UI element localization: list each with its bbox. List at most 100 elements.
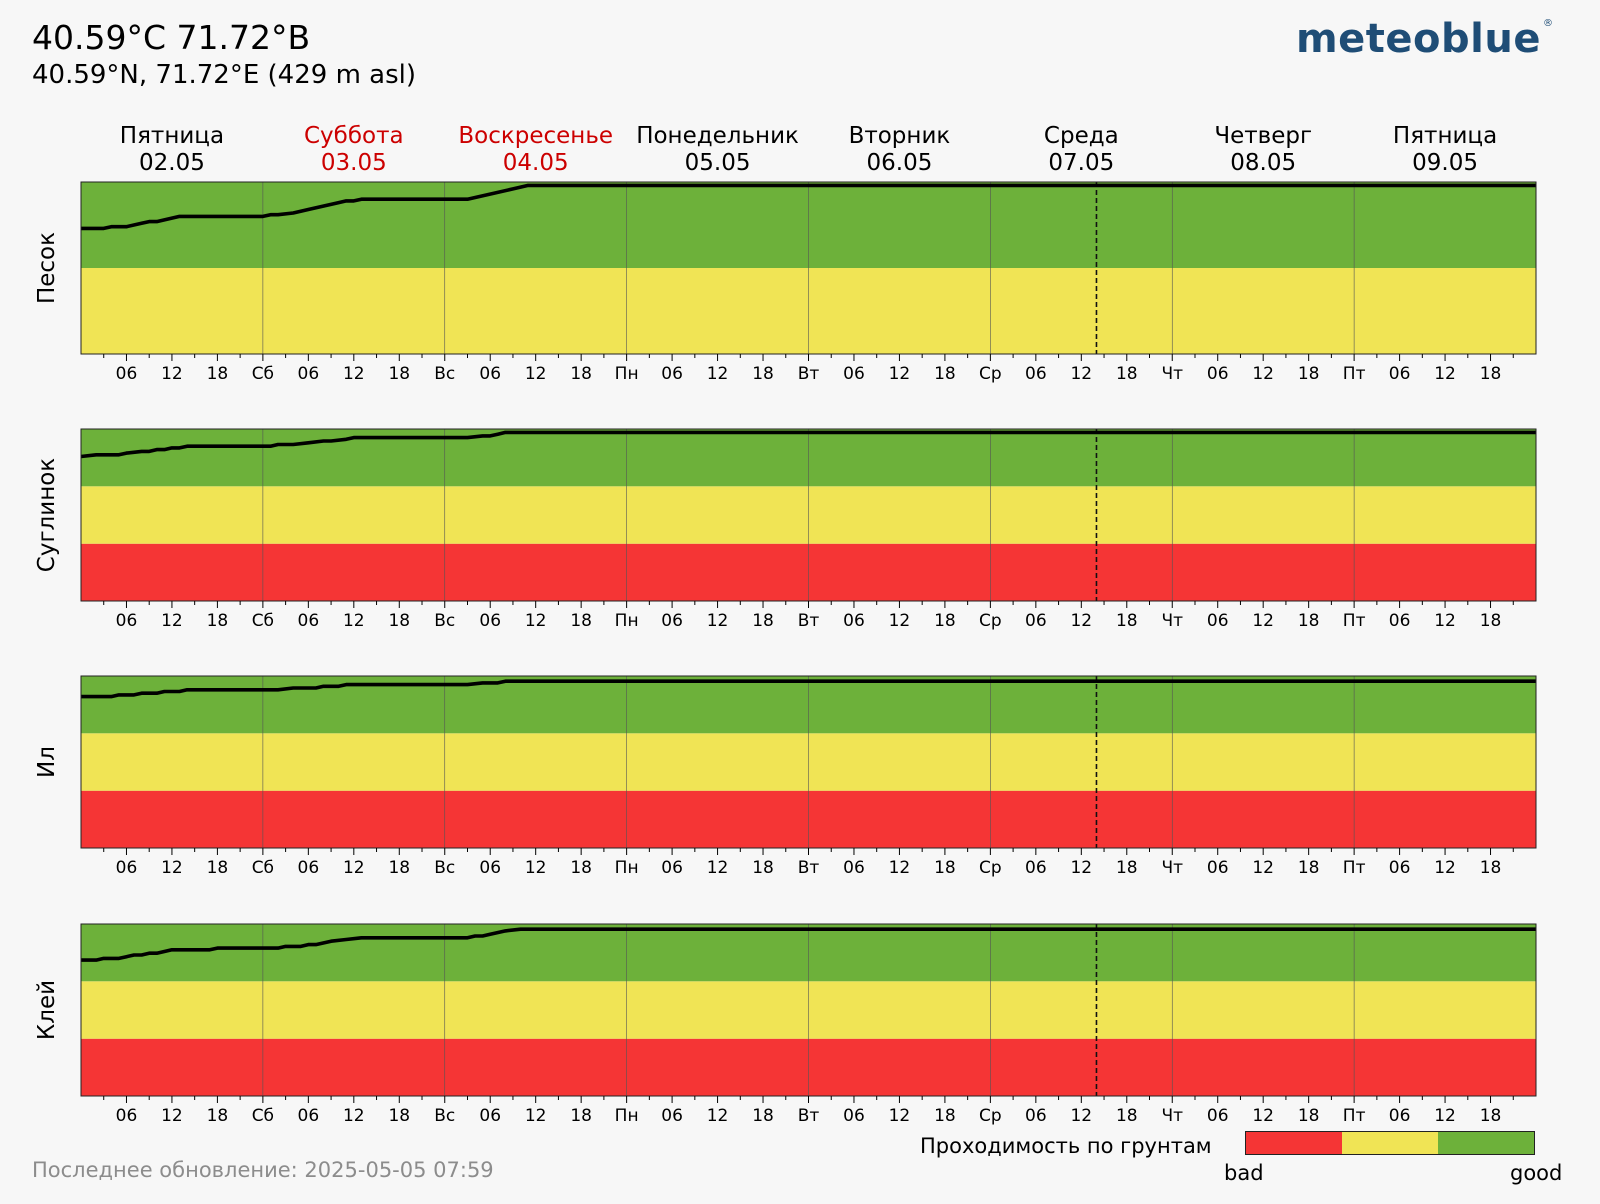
x-tick-label: Вс	[434, 858, 455, 878]
x-tick-label: Сб	[252, 1106, 274, 1126]
x-tick-label: Сб	[252, 858, 274, 878]
x-tick-label: 12	[707, 364, 729, 384]
x-tick-label: 18	[934, 858, 956, 878]
x-tick-label: 18	[1116, 858, 1138, 878]
x-tick-label: 12	[1070, 364, 1092, 384]
x-tick-label: 12	[889, 611, 911, 631]
x-tick-label: Пн	[615, 1106, 639, 1126]
panel-soil-label: Ил	[34, 746, 60, 778]
x-tick-label: 06	[116, 364, 138, 384]
x-tick-label: 06	[1207, 858, 1229, 878]
x-tick-label: 06	[1025, 858, 1047, 878]
x-tick-label: 12	[1434, 1106, 1456, 1126]
x-tick-label: 12	[343, 858, 365, 878]
x-tick-label: 06	[1389, 611, 1411, 631]
location-title: 40.59°C 71.72°B	[32, 18, 311, 57]
x-tick-label: 12	[525, 364, 547, 384]
day-name-label: Среда	[1044, 123, 1119, 149]
x-tick-label: Пн	[615, 611, 639, 631]
x-tick-label: 18	[1298, 611, 1320, 631]
x-tick-label: 18	[1480, 1106, 1502, 1126]
logo-registered-mark: ®	[1543, 18, 1554, 29]
meteoblue-logo[interactable]: meteoblue ®	[1296, 16, 1554, 62]
x-tick-label: 06	[479, 858, 501, 878]
day-date-label: 06.05	[867, 150, 933, 176]
x-tick-label: 18	[1298, 858, 1320, 878]
x-tick-label: Вт	[798, 364, 820, 384]
x-tick-label: 12	[161, 1106, 183, 1126]
x-tick-label: Вт	[798, 1106, 820, 1126]
x-tick-label: 18	[1298, 364, 1320, 384]
x-tick-label: 06	[298, 858, 320, 878]
x-tick-label: Вс	[434, 611, 455, 631]
x-tick-label: 06	[1389, 858, 1411, 878]
x-tick-label: 18	[934, 611, 956, 631]
x-tick-label: Пт	[1343, 611, 1366, 631]
x-tick-label: 12	[707, 611, 729, 631]
x-tick-label: 06	[661, 364, 683, 384]
panel-soil-label: Суглинок	[34, 458, 60, 573]
day-date-label: 05.05	[685, 150, 751, 176]
x-tick-label: 18	[752, 858, 774, 878]
x-tick-label: 18	[570, 858, 592, 878]
x-tick-label: 18	[752, 611, 774, 631]
day-name-label: Пятница	[120, 123, 224, 149]
x-tick-label: 06	[843, 364, 865, 384]
x-tick-label: Ср	[979, 364, 1002, 384]
x-tick-label: 06	[298, 1106, 320, 1126]
x-tick-label: 12	[161, 858, 183, 878]
x-tick-label: 18	[207, 611, 229, 631]
x-tick-label: 18	[1116, 611, 1138, 631]
x-tick-label: 18	[570, 364, 592, 384]
day-date-label: 03.05	[321, 150, 387, 176]
x-tick-label: 12	[1070, 858, 1092, 878]
x-tick-label: Пн	[615, 364, 639, 384]
panel-3: 06 12 18 Сб 06 12 18 Вс 06 12 18 Пн 06 12 18 Вт 06 12 18 Ср…	[34, 675, 1537, 878]
x-tick-label: Чт	[1161, 611, 1183, 631]
x-tick-label: 06	[116, 611, 138, 631]
x-tick-label: 12	[1434, 364, 1456, 384]
x-tick-label: 18	[207, 858, 229, 878]
x-tick-label: Чт	[1161, 1106, 1183, 1126]
x-tick-label: 12	[1434, 858, 1456, 878]
trafficability-line	[81, 183, 1536, 231]
legend-good-label: good	[1510, 1161, 1563, 1185]
x-tick-label: 06	[843, 611, 865, 631]
x-tick-label: Вт	[798, 611, 820, 631]
x-tick-label: 12	[525, 611, 547, 631]
x-tick-label: Чт	[1161, 364, 1183, 384]
trafficability-line	[81, 679, 1536, 699]
x-tick-label: 12	[889, 858, 911, 878]
x-tick-label: 06	[1207, 364, 1229, 384]
x-tick-label: 12	[343, 1106, 365, 1126]
x-tick-label: 18	[1480, 364, 1502, 384]
x-tick-label: 12	[1070, 611, 1092, 631]
day-name-label: Пятница	[1393, 123, 1497, 149]
x-tick-label: 06	[1207, 611, 1229, 631]
x-tick-label: Ср	[979, 611, 1002, 631]
x-tick-label: 18	[388, 858, 410, 878]
day-name-label: Суббота	[304, 123, 404, 149]
x-tick-label: 18	[1480, 611, 1502, 631]
day-name-label: Четверг	[1214, 123, 1312, 149]
legend-title: Проходимость по грунтам	[920, 1134, 1212, 1158]
legend-swatch-bad	[1246, 1132, 1342, 1154]
x-tick-label: 06	[298, 611, 320, 631]
x-tick-label: 18	[1480, 858, 1502, 878]
x-tick-label: 18	[388, 611, 410, 631]
x-tick-label: 06	[1025, 1106, 1047, 1126]
trafficability-line	[81, 927, 1536, 962]
x-tick-label: Сб	[252, 364, 274, 384]
logo-text: meteoblue	[1296, 16, 1541, 62]
x-tick-label: 12	[1252, 858, 1274, 878]
x-tick-label: 18	[1116, 364, 1138, 384]
legend-swatch-medium	[1342, 1132, 1438, 1154]
x-tick-label: 06	[1207, 1106, 1229, 1126]
x-tick-label: Пн	[615, 858, 639, 878]
x-tick-label: Вс	[434, 1106, 455, 1126]
x-tick-label: 18	[388, 1106, 410, 1126]
x-tick-label: 06	[661, 858, 683, 878]
x-tick-label: 06	[298, 364, 320, 384]
x-tick-label: Ср	[979, 858, 1002, 878]
x-tick-label: 06	[116, 858, 138, 878]
